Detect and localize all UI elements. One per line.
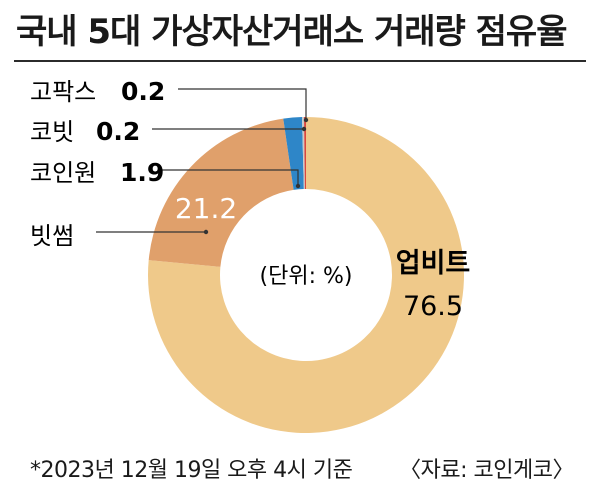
- label-korbit-value: 0.2: [96, 117, 140, 146]
- label-bithumb-name: 빗썸: [30, 222, 74, 250]
- leader-dot-coinone: [295, 183, 301, 189]
- leader-dot-gopax: [303, 117, 309, 123]
- label-upbit-name: 업비트: [396, 248, 471, 279]
- footnote: *2023년 12월 19일 오후 4시 기준: [30, 458, 353, 483]
- label-upbit-value: 76.5: [403, 291, 463, 322]
- leader-lines: [96, 88, 309, 235]
- leader-gopax: [178, 88, 307, 120]
- slice-korbit: [302, 117, 305, 190]
- slice-coinone: [283, 117, 304, 190]
- label-coinone-name: 코인원: [30, 159, 96, 187]
- chart-title: 국내 5대 가상자산거래소 거래량 점유율: [16, 12, 567, 52]
- slice-upbit: [147, 117, 465, 433]
- leader-coinone: [158, 169, 299, 186]
- label-gopax-value: 0.2: [121, 77, 165, 106]
- label-coinone-value: 1.9: [120, 158, 164, 187]
- source-credit: 〈자료: 코인게코〉: [399, 458, 574, 483]
- slice-gopax: [304, 117, 306, 190]
- center-unit-label: (단위: %): [260, 264, 353, 289]
- slice-bithumb: [148, 118, 294, 267]
- title-divider: [14, 60, 586, 62]
- leader-dot-bithumb: [203, 229, 209, 235]
- label-korbit-name: 코빗: [30, 118, 74, 146]
- label-gopax-name: 고팍스: [30, 78, 96, 106]
- label-bithumb-value: 21.2: [175, 192, 237, 225]
- donut-slices: [147, 117, 465, 433]
- leader-dot-korbit: [301, 126, 307, 132]
